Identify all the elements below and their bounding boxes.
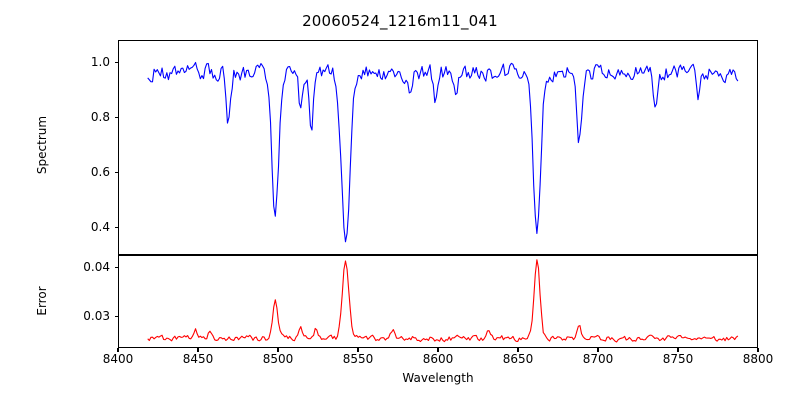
y-tick-label-error: 0.03: [83, 309, 110, 324]
y-tick-label-error: 0.04: [83, 260, 110, 275]
x-tick-mark: [517, 348, 519, 352]
spectrum-line-series: [119, 41, 757, 254]
y-tick-mark-spectrum: [114, 116, 118, 118]
x-tick-label: 8600: [422, 352, 454, 366]
x-tick-label: 8400: [102, 352, 134, 366]
x-tick-label: 8750: [662, 352, 694, 366]
x-tick-mark: [117, 348, 119, 352]
x-tick-label: 8500: [262, 352, 294, 366]
x-tick-label: 8650: [502, 352, 534, 366]
y-tick-mark-spectrum: [114, 171, 118, 173]
x-axis-label: Wavelength: [402, 371, 474, 385]
error-line-series: [119, 256, 757, 347]
y-tick-mark-spectrum: [114, 226, 118, 228]
spectrum-plot-area: [118, 40, 758, 255]
x-tick-label: 8700: [582, 352, 614, 366]
error-plot-area: [118, 255, 758, 348]
spectrum-data-line: [148, 63, 738, 242]
x-tick-mark: [357, 348, 359, 352]
error-y-axis-label: Error: [35, 286, 49, 316]
x-tick-mark: [277, 348, 279, 352]
x-tick-label: 8550: [342, 352, 374, 366]
x-tick-mark: [677, 348, 679, 352]
y-tick-mark-error: [114, 266, 118, 268]
x-tick-mark: [197, 348, 199, 352]
x-tick-mark: [597, 348, 599, 352]
y-tick-label-spectrum: 0.4: [90, 220, 110, 235]
error-data-line: [148, 260, 738, 342]
y-tick-mark-spectrum: [114, 61, 118, 63]
y-tick-label-spectrum: 0.6: [90, 165, 110, 180]
y-tick-mark-error: [114, 315, 118, 317]
figure-title: 20060524_1216m11_041: [302, 12, 498, 30]
spectrum-y-axis-label: Spectrum: [35, 115, 49, 175]
y-tick-label-spectrum: 1.0: [90, 55, 110, 70]
x-tick-label: 8450: [182, 352, 214, 366]
x-tick-label: 8800: [742, 352, 774, 366]
y-tick-label-spectrum: 0.8: [90, 110, 110, 125]
x-tick-mark: [437, 348, 439, 352]
x-tick-mark: [757, 348, 759, 352]
